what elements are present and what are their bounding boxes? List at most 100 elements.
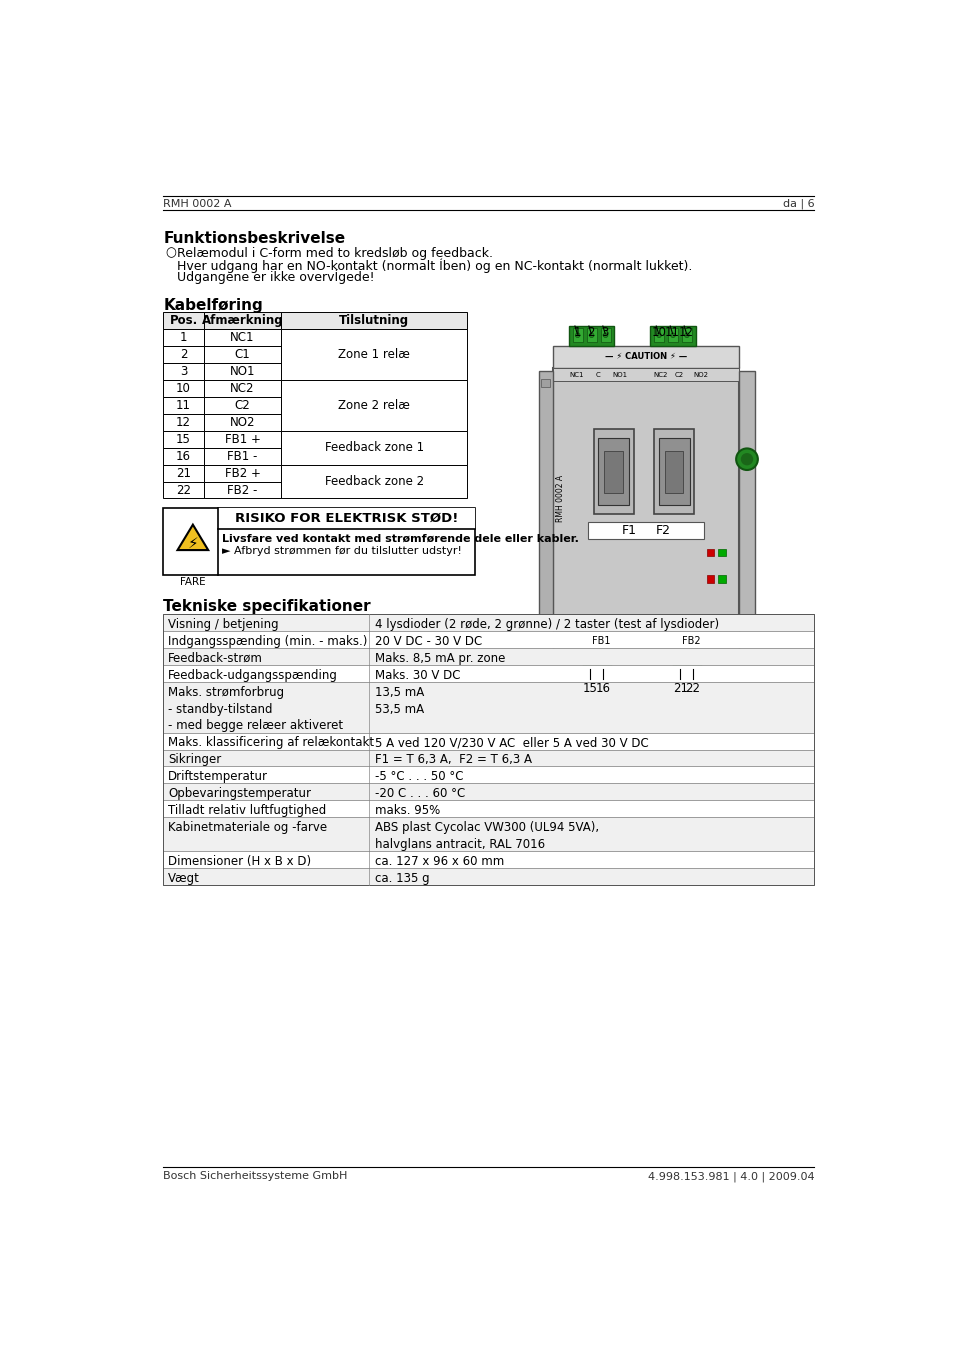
Bar <box>553 367 739 629</box>
Bar <box>163 448 204 464</box>
Text: Visning / betjening: Visning / betjening <box>168 618 278 630</box>
Bar <box>568 325 614 346</box>
Bar <box>281 379 467 431</box>
Bar <box>598 439 629 505</box>
Text: 53,5 mA: 53,5 mA <box>375 702 424 716</box>
Bar <box>593 429 633 514</box>
Text: FB1 +: FB1 + <box>224 433 260 446</box>
Text: halvglans antracit, RAL 7016: halvglans antracit, RAL 7016 <box>375 838 544 850</box>
Polygon shape <box>177 525 208 549</box>
Bar <box>672 653 700 672</box>
Circle shape <box>736 448 757 470</box>
Bar <box>163 749 814 767</box>
Text: Afmærkning: Afmærkning <box>201 315 283 327</box>
Bar <box>587 521 703 539</box>
Bar <box>739 371 754 625</box>
Circle shape <box>602 333 607 338</box>
Bar <box>204 448 281 464</box>
Bar <box>667 328 678 342</box>
Text: NO1: NO1 <box>612 371 627 378</box>
Text: Zone 2 relæ: Zone 2 relæ <box>338 398 410 412</box>
Circle shape <box>589 333 594 338</box>
Bar <box>163 868 814 886</box>
Bar <box>163 482 204 498</box>
Text: Feedback-udgangsspænding: Feedback-udgangsspænding <box>168 668 337 682</box>
Bar <box>582 653 611 672</box>
Text: 15: 15 <box>582 682 598 695</box>
Circle shape <box>575 333 579 338</box>
Bar <box>540 379 550 387</box>
Text: NC2: NC2 <box>652 371 667 378</box>
Text: NO1: NO1 <box>230 364 255 378</box>
Bar <box>553 629 739 652</box>
Text: Sikringer: Sikringer <box>168 753 221 767</box>
Text: Maks. 30 V DC: Maks. 30 V DC <box>375 668 460 682</box>
Bar <box>163 346 204 363</box>
Text: Zone 1 relæ: Zone 1 relæ <box>338 348 410 360</box>
Bar <box>599 328 610 342</box>
Bar <box>163 783 814 801</box>
Text: FB2 +: FB2 + <box>224 467 260 479</box>
Text: 13,5 mA: 13,5 mA <box>375 686 424 698</box>
Bar <box>163 630 814 648</box>
Text: Tekniske specifikationer: Tekniske specifikationer <box>163 598 371 614</box>
Text: 12: 12 <box>679 325 694 339</box>
Circle shape <box>670 333 675 338</box>
Bar <box>163 801 814 817</box>
Bar <box>654 429 694 514</box>
Text: RMH 0002 A: RMH 0002 A <box>556 475 565 522</box>
Bar <box>281 431 467 464</box>
Bar <box>163 850 814 868</box>
Text: Maks. klassificering af relækontakt: Maks. klassificering af relækontakt <box>168 736 374 749</box>
Bar <box>204 312 281 329</box>
Text: Kabinetmateriale og -farve: Kabinetmateriale og -farve <box>168 821 327 834</box>
Bar <box>163 414 204 431</box>
Text: Livsfare ved kontakt med strømførende dele eller kabler.: Livsfare ved kontakt med strømførende de… <box>222 533 578 544</box>
Text: 2: 2 <box>179 348 187 360</box>
Bar <box>718 548 725 556</box>
Text: Pos.: Pos. <box>170 315 197 327</box>
Bar <box>281 464 467 498</box>
Text: NC1: NC1 <box>230 331 254 344</box>
Text: Tilslutning: Tilslutning <box>339 315 409 327</box>
Text: 4.998.153.981 | 4.0 | 2009.04: 4.998.153.981 | 4.0 | 2009.04 <box>647 1172 814 1183</box>
Bar <box>204 397 281 414</box>
Text: NC1: NC1 <box>569 371 583 378</box>
Text: Tilladt relativ luftfugtighed: Tilladt relativ luftfugtighed <box>168 805 326 817</box>
Text: FB2: FB2 <box>681 636 700 645</box>
Text: Feedback zone 1: Feedback zone 1 <box>324 441 423 454</box>
Text: 3: 3 <box>600 325 608 339</box>
Bar <box>681 328 691 342</box>
Text: -5 °C . . . 50 °C: -5 °C . . . 50 °C <box>375 771 463 783</box>
Text: ABS plast Cycolac VW300 (UL94 5VA),: ABS plast Cycolac VW300 (UL94 5VA), <box>375 821 598 834</box>
Bar <box>204 431 281 448</box>
Text: Kabelføring: Kabelføring <box>163 298 263 313</box>
Text: 16: 16 <box>595 682 610 695</box>
Bar <box>163 379 204 397</box>
Bar <box>217 508 475 529</box>
Bar <box>163 614 814 886</box>
Bar <box>204 482 281 498</box>
Bar <box>163 767 814 783</box>
Text: 1: 1 <box>573 325 580 339</box>
Bar <box>163 464 204 482</box>
Text: da | 6: da | 6 <box>782 198 814 209</box>
Text: C1: C1 <box>234 348 250 360</box>
Text: Hver udgang har en NO-kontakt (normalt Íben) og en NC-kontakt (normalt lukket).: Hver udgang har en NO-kontakt (normalt Í… <box>177 258 692 273</box>
Bar <box>658 439 689 505</box>
Bar <box>281 312 467 329</box>
Text: ○: ○ <box>165 247 175 259</box>
Text: -20 C . . . 60 °C: -20 C . . . 60 °C <box>375 787 465 801</box>
Text: 11: 11 <box>176 398 191 412</box>
Text: C2: C2 <box>674 371 682 378</box>
Text: 12: 12 <box>176 416 191 429</box>
Text: FB1 -: FB1 - <box>227 450 257 463</box>
Text: F1: F1 <box>620 524 636 536</box>
Text: C2: C2 <box>234 398 250 412</box>
Text: NC2: NC2 <box>230 382 254 396</box>
Bar <box>204 464 281 482</box>
Text: F2: F2 <box>656 524 671 536</box>
Text: Funktionsbeskrivelse: Funktionsbeskrivelse <box>163 231 345 246</box>
Text: 11: 11 <box>664 325 679 339</box>
Text: FB2 -: FB2 - <box>227 483 257 497</box>
